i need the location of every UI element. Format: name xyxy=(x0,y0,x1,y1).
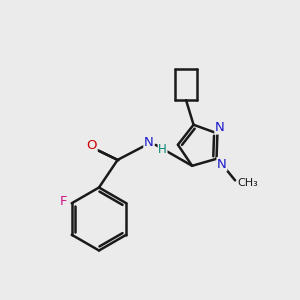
Text: O: O xyxy=(86,139,97,152)
Text: N: N xyxy=(144,136,154,149)
Text: H: H xyxy=(158,142,167,156)
Text: F: F xyxy=(60,195,67,208)
Text: CH₃: CH₃ xyxy=(238,178,258,188)
Text: N: N xyxy=(215,121,225,134)
Text: N: N xyxy=(217,158,227,171)
